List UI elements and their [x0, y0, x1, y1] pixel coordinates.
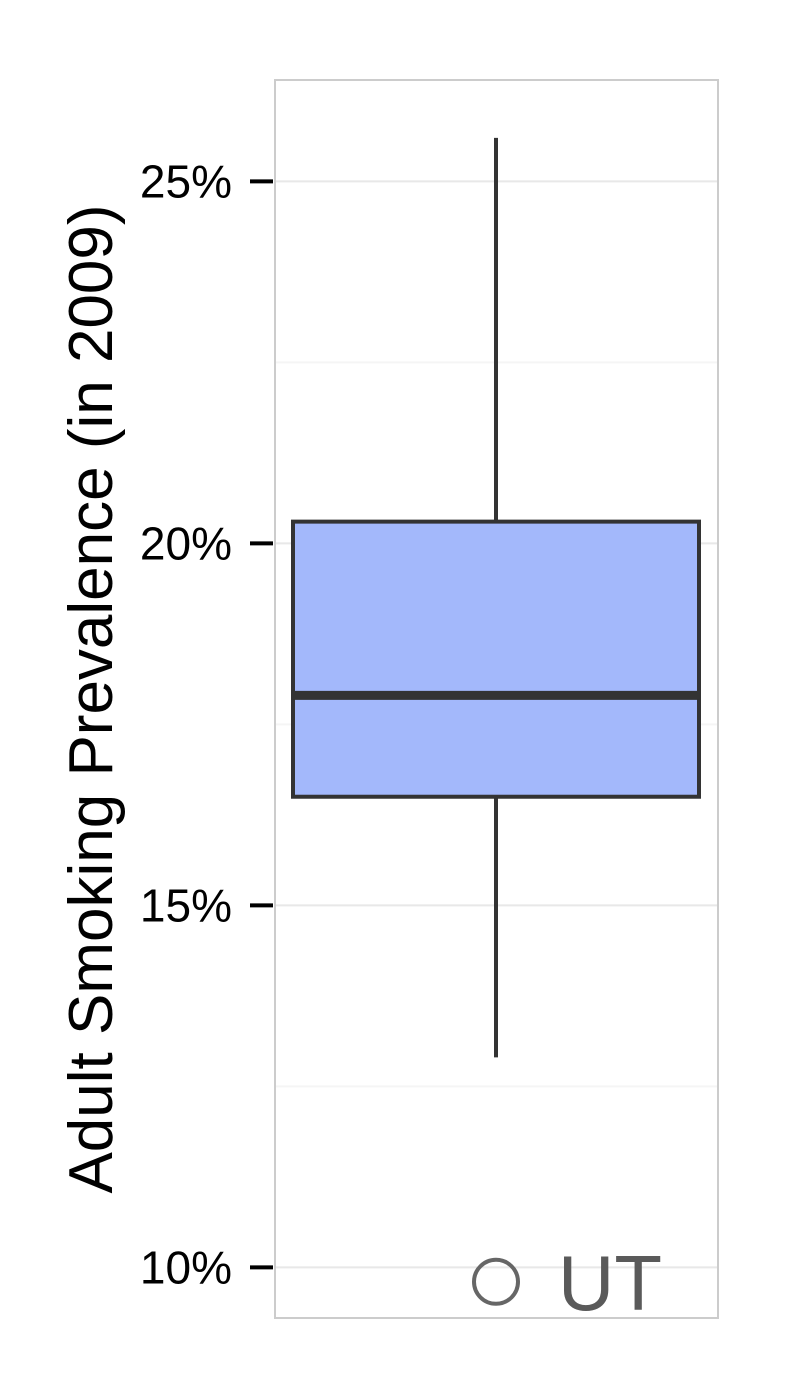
- box-element: [291, 137, 701, 1058]
- outlier-point: [472, 1257, 520, 1306]
- y-axis: 10% 15% 20% 25%: [140, 155, 273, 1293]
- outlier-label: UT: [558, 1239, 662, 1327]
- y-tick-label: 20%: [140, 517, 232, 569]
- y-axis-title: Adult Smoking Prevalence (in 2009): [57, 204, 126, 1193]
- y-tick-label: 25%: [140, 155, 232, 207]
- y-tick-label: 15%: [140, 879, 232, 931]
- plot-panel: [274, 79, 719, 1319]
- outliers: UT: [472, 1239, 662, 1327]
- interquartile-box: [291, 519, 701, 799]
- y-tick-label: 10%: [140, 1241, 232, 1293]
